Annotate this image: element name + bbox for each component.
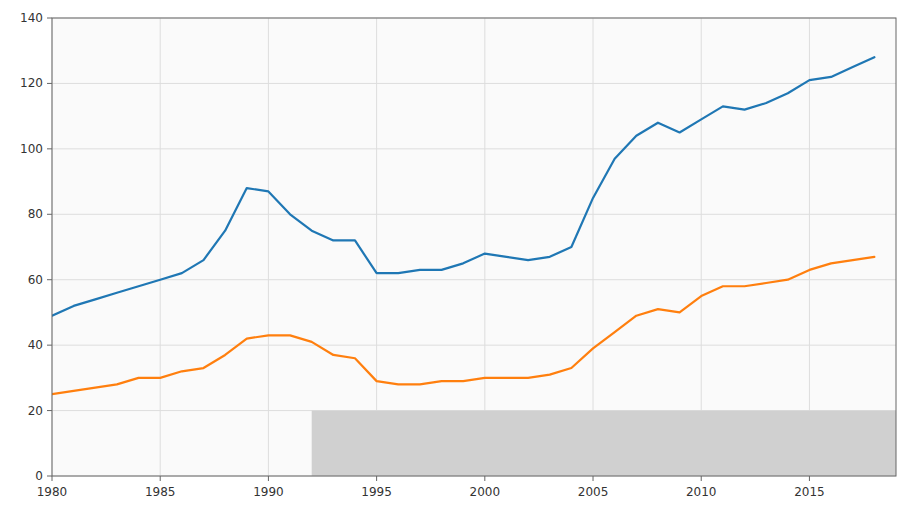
y-tick-label: 100 (20, 142, 43, 156)
y-tick (47, 83, 52, 84)
x-tick (484, 476, 485, 481)
x-tick-label: 2015 (794, 485, 825, 499)
y-tick (47, 345, 52, 346)
x-tick-label: 2010 (686, 485, 717, 499)
x-grid-line (593, 18, 594, 476)
x-tick (593, 476, 594, 481)
y-tick (47, 148, 52, 149)
x-tick-label: 1990 (253, 485, 284, 499)
x-grid-line (160, 18, 161, 476)
x-tick (809, 476, 810, 481)
y-tick-label: 0 (35, 469, 43, 483)
x-tick (701, 476, 702, 481)
x-tick-label: 1980 (37, 485, 68, 499)
x-grid-line (484, 18, 485, 476)
y-tick (47, 410, 52, 411)
y-tick-label: 60 (28, 273, 43, 287)
series-line (52, 257, 874, 394)
y-tick-label: 80 (28, 207, 43, 221)
y-tick (47, 476, 52, 477)
x-grid-line (701, 18, 702, 476)
x-tick (376, 476, 377, 481)
x-tick (160, 476, 161, 481)
grid (52, 18, 896, 476)
x-tick (52, 476, 53, 481)
y-tick (47, 214, 52, 215)
chart: 1980 1985 1990 1995 2000 2005 2010 2015 0 20 40 60 8… (0, 0, 918, 516)
y-tick (47, 279, 52, 280)
x-grid-line (809, 18, 810, 476)
y-grid-line (52, 214, 896, 215)
x-grid-line (376, 18, 377, 476)
y-tick-label: 120 (20, 76, 43, 90)
x-grid-line (268, 18, 269, 476)
plot-area (52, 57, 896, 476)
series-line (52, 57, 874, 315)
y-grid-line (52, 345, 896, 346)
shaded-region (312, 411, 896, 476)
x-tick-label: 1995 (361, 485, 392, 499)
y-tick-label: 40 (28, 338, 43, 352)
x-tick-label: 2005 (578, 485, 609, 499)
y-tick-label: 20 (28, 404, 43, 418)
x-tick-label: 1985 (145, 485, 176, 499)
y-tick-label: 140 (20, 11, 43, 25)
y-grid-line (52, 148, 896, 149)
x-tick (268, 476, 269, 481)
x-tick-label: 2000 (470, 485, 501, 499)
y-tick (47, 18, 52, 19)
plot-background (52, 18, 896, 476)
y-grid-line (52, 279, 896, 280)
plot-frame (52, 18, 896, 476)
y-grid-line (52, 83, 896, 84)
